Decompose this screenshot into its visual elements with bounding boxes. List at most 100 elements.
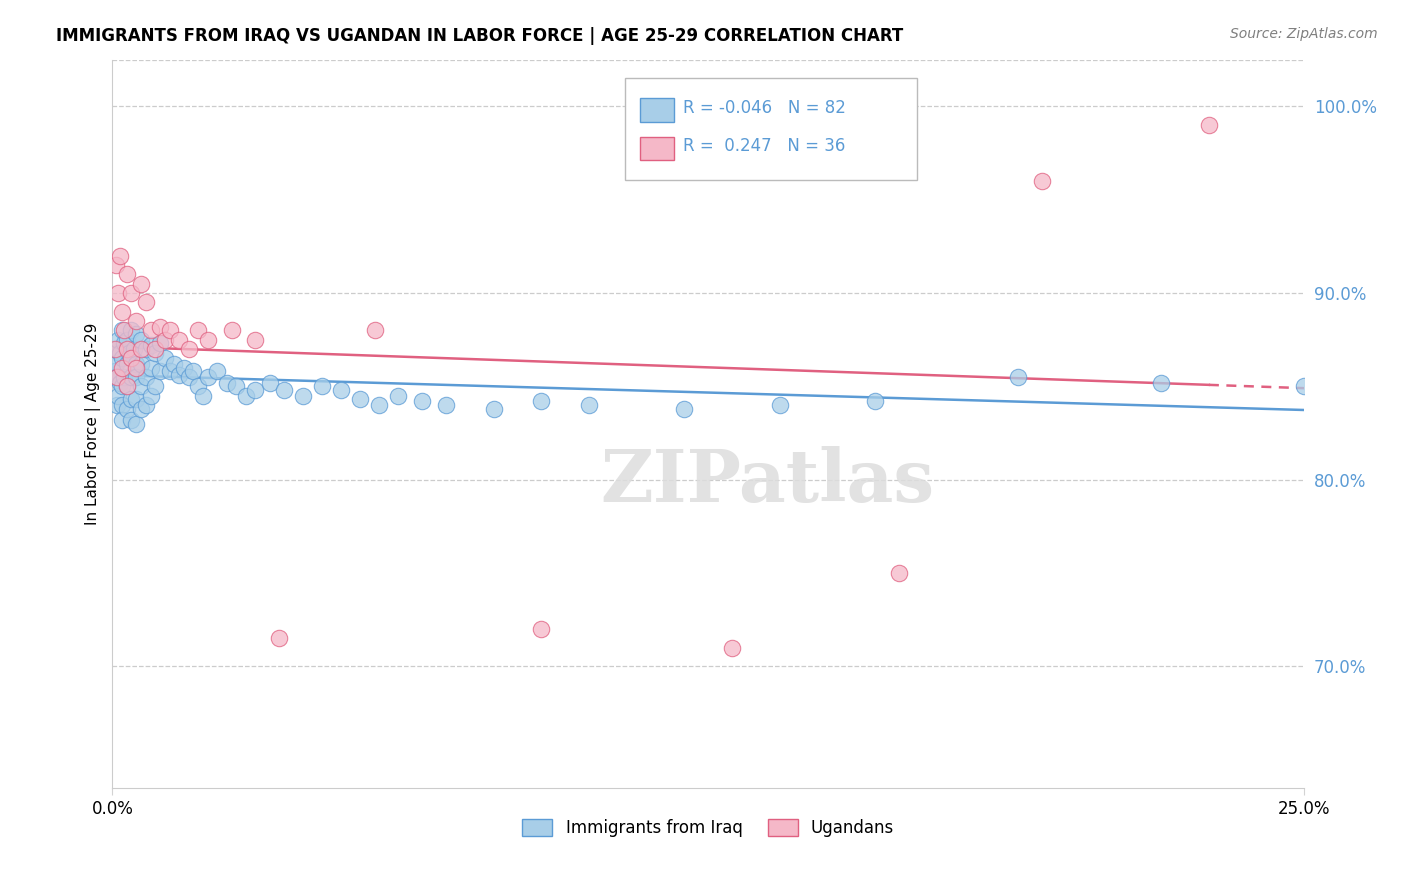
Point [108,249,131,263]
Point [125,417,148,431]
Point [111,379,134,393]
Point [292,389,315,403]
FancyBboxPatch shape [640,136,673,160]
Point [111,360,134,375]
FancyBboxPatch shape [624,78,917,180]
Point [149,364,172,378]
Point [387,389,409,403]
Point [135,398,157,412]
Point [363,323,385,337]
Point [139,389,162,403]
Point [125,360,148,375]
Point [1150,376,1173,390]
Point [105,258,128,272]
Point [143,379,166,393]
Point [111,398,134,412]
Point [311,379,333,393]
Point [115,379,138,393]
Point [115,333,138,347]
Point [105,342,128,356]
Text: IMMIGRANTS FROM IRAQ VS UGANDAN IN LABOR FORCE | AGE 25-29 CORRELATION CHART: IMMIGRANTS FROM IRAQ VS UGANDAN IN LABOR… [56,27,904,45]
Text: ZIPatlas: ZIPatlas [600,447,935,517]
Point [139,323,162,337]
Point [112,336,135,351]
Point [121,351,143,366]
Point [187,379,209,393]
Point [1294,379,1316,393]
Point [125,314,148,328]
Point [368,398,391,412]
FancyBboxPatch shape [640,98,673,121]
Point [121,370,143,384]
Point [434,398,457,412]
Point [111,323,134,337]
Point [129,401,152,416]
Point [349,392,371,407]
Point [159,323,181,337]
Point [104,370,127,384]
Point [104,357,127,371]
Point [104,342,127,356]
Point [177,370,200,384]
Point [530,394,553,409]
Point [673,401,696,416]
Point [107,389,129,403]
Point [125,370,148,384]
Point [129,342,152,356]
Point [221,323,243,337]
Point [125,357,148,371]
Point [245,383,267,397]
Point [578,398,600,412]
Point [1031,174,1053,188]
Point [273,383,295,397]
Point [721,640,744,655]
Point [107,333,129,347]
Point [135,342,157,356]
Point [122,342,145,356]
Point [197,370,219,384]
Point [183,364,205,378]
Point [115,342,138,356]
Text: R = -0.046   N = 82: R = -0.046 N = 82 [683,99,846,117]
Point [107,285,129,300]
Point [115,357,138,371]
Point [143,342,166,356]
Point [105,370,128,384]
Point [115,268,138,282]
Point [197,333,219,347]
Point [215,376,238,390]
Point [112,323,135,337]
Point [159,364,181,378]
Point [411,394,433,409]
Point [163,357,186,371]
Point [111,304,134,318]
Point [191,389,214,403]
Point [177,342,200,356]
Y-axis label: In Labor Force | Age 25-29: In Labor Force | Age 25-29 [86,323,101,524]
Point [121,351,143,366]
Text: R =  0.247   N = 36: R = 0.247 N = 36 [683,137,845,155]
Point [225,379,247,393]
Point [143,345,166,359]
Point [135,295,157,310]
Point [167,333,190,347]
Point [139,338,162,352]
Point [167,368,190,383]
Legend: Immigrants from Iraq, Ugandans: Immigrants from Iraq, Ugandans [515,810,903,845]
Point [129,379,152,393]
Point [887,566,910,580]
Point [115,379,138,393]
Point [153,333,176,347]
Point [112,370,135,384]
Point [121,323,143,337]
Point [269,632,291,646]
Point [125,327,148,342]
Point [530,622,553,636]
Point [1198,118,1220,132]
Point [129,277,152,291]
Point [139,360,162,375]
Point [108,345,131,359]
Point [121,285,143,300]
Point [187,323,209,337]
Point [245,333,267,347]
